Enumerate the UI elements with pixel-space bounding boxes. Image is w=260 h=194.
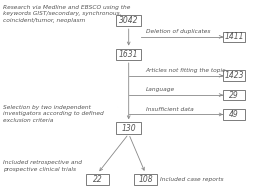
Text: 29: 29 <box>229 91 239 100</box>
Text: 130: 130 <box>121 124 136 133</box>
Text: Deletion of duplicates: Deletion of duplicates <box>146 29 210 34</box>
Text: 49: 49 <box>229 110 239 119</box>
Text: Selection by two independent
investigators according to defined
exclusion criter: Selection by two independent investigato… <box>3 105 103 123</box>
Bar <box>223 90 245 100</box>
Bar <box>116 48 141 60</box>
Bar <box>223 70 245 81</box>
Text: 3042: 3042 <box>119 16 138 25</box>
Text: 22: 22 <box>93 175 102 184</box>
Text: Research via Medline and EBSCO using the
keywords GIST/secondary, synchronous,
c: Research via Medline and EBSCO using the… <box>3 5 130 23</box>
Bar <box>223 109 245 120</box>
Text: Language: Language <box>146 87 175 92</box>
Bar <box>116 122 141 134</box>
Text: Articles not fitting the topic: Articles not fitting the topic <box>146 68 226 73</box>
Text: 1631: 1631 <box>119 50 138 59</box>
Text: 1411: 1411 <box>224 32 244 41</box>
Text: Insufficient data: Insufficient data <box>146 107 193 112</box>
Text: 1423: 1423 <box>224 71 244 80</box>
Bar <box>134 174 157 185</box>
Text: Included retrospective and
prospective clinical trials: Included retrospective and prospective c… <box>3 160 82 172</box>
Bar <box>223 31 245 42</box>
Text: 108: 108 <box>138 175 153 184</box>
Bar <box>86 174 109 185</box>
Text: Included case reports: Included case reports <box>160 177 223 182</box>
Bar <box>116 15 141 26</box>
